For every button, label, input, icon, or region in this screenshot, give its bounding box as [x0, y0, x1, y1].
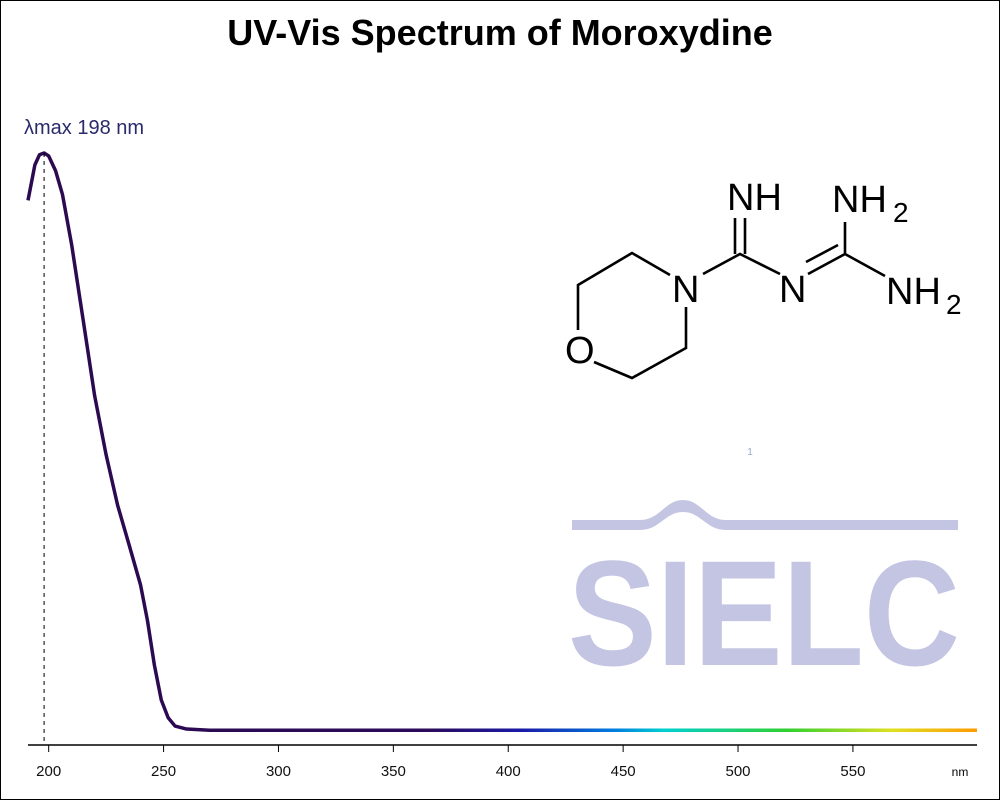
atom-label: O [565, 330, 595, 372]
x-tick-label: 500 [726, 763, 751, 780]
atom-label: NH [832, 179, 887, 221]
structure: NH NH 2 N N NH 2 O [565, 177, 962, 380]
x-tick-label: 400 [496, 763, 521, 780]
atom-label: N [672, 269, 699, 311]
x-tick-label: 450 [611, 763, 636, 780]
x-tick-label: 250 [151, 763, 176, 780]
logo-text: SIELC [568, 529, 960, 697]
x-tick-label: 350 [381, 763, 406, 780]
atom-label: NH [727, 177, 782, 219]
atom-label: N [779, 269, 806, 311]
atom-subscript: 2 [946, 289, 962, 320]
x-tick-label: 200 [36, 763, 61, 780]
atom-subscript: 2 [893, 197, 909, 228]
bonds [576, 218, 886, 380]
x-tick-label: 300 [266, 763, 291, 780]
annotation: λmax 198 nm [24, 117, 144, 139]
atom-label: NH [886, 271, 941, 313]
x-axis-label: nm [952, 765, 969, 779]
x-tick-label: 550 [840, 763, 865, 780]
marker: 1 [747, 447, 753, 458]
chart-title: UV-Vis Spectrum of Moroxydine [227, 12, 772, 53]
spectrum-line [26, 151, 977, 732]
watermark: SIELC 1 [568, 447, 960, 697]
logo-wave [572, 500, 958, 530]
